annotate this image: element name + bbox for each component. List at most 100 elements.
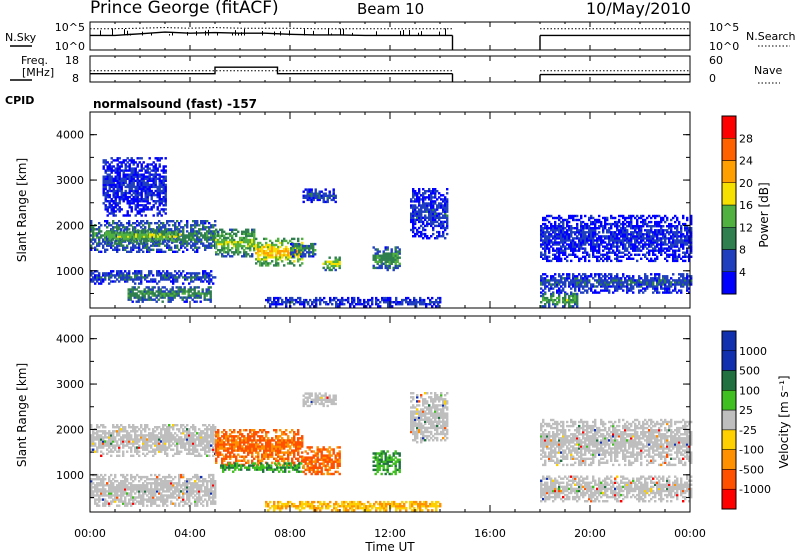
scatter-cell (598, 279, 601, 282)
beam-label: Beam 10 (357, 0, 425, 18)
scatter-cell (630, 220, 633, 224)
scatter-cell (574, 231, 577, 234)
scatter-cell (656, 249, 659, 252)
scatter-cell (574, 245, 577, 248)
scatter-cell (132, 191, 135, 195)
scatter-cell (690, 249, 693, 252)
scatter-cell (237, 244, 240, 248)
scatter-cell (302, 194, 305, 197)
scatter-cell (261, 252, 264, 255)
scatter-cell (686, 279, 689, 282)
scatter-cell (142, 177, 145, 180)
scatter-cell (650, 273, 653, 276)
scatter-cell (140, 214, 143, 217)
scatter-cell (306, 198, 309, 202)
scatter-cell (215, 234, 218, 238)
scatter-cell (255, 262, 258, 265)
scatter-cell (132, 248, 135, 251)
scatter-cell (128, 274, 131, 277)
scatter-cell (312, 192, 315, 195)
scatter-cell (548, 287, 551, 290)
scatter-cell (145, 239, 148, 242)
scatter-cell (351, 296, 354, 300)
scatter-cell (148, 173, 151, 176)
scatter-cell (600, 241, 603, 244)
scatter-cell (106, 244, 109, 247)
scatter-cell (600, 222, 603, 226)
scatter-cell (674, 220, 677, 224)
scatter-cell (672, 283, 675, 286)
scatter-cell (690, 229, 693, 232)
scatter-cell (158, 270, 161, 273)
scatter-cell (190, 272, 193, 275)
scatter-cell (674, 233, 677, 236)
scatter-cell (438, 206, 441, 209)
scatter-cell (586, 277, 589, 280)
scatter-cell (297, 237, 300, 241)
scatter-cell (259, 241, 262, 245)
scatter-cell (104, 179, 107, 182)
scatter-cell (166, 274, 169, 277)
scatter-cell (420, 216, 423, 219)
scatter-cell (428, 222, 431, 226)
scatter-cell (281, 243, 284, 247)
scatter-cell (162, 278, 165, 281)
scatter-cell (582, 241, 585, 244)
scatter-cell (580, 279, 583, 282)
scatter-cell (546, 298, 549, 302)
scatter-cell (265, 243, 268, 247)
scatter-cell (125, 233, 128, 236)
scatter-cell (600, 289, 603, 292)
scatter-cell (326, 264, 329, 268)
scatter-cell (155, 231, 158, 234)
scatter-cell (187, 292, 190, 295)
scatter-cell (652, 251, 655, 254)
scatter-cell (610, 216, 613, 220)
scatter-cell (134, 179, 137, 182)
scatter-cell (576, 294, 579, 298)
scatter-cell (297, 296, 300, 300)
scatter-cell (338, 262, 341, 265)
scatter-cell (654, 225, 657, 228)
scatter-cell (576, 222, 579, 226)
scatter-cell (221, 238, 224, 242)
scatter-cell (108, 244, 111, 247)
scatter-cell (129, 231, 132, 234)
scatter-cell (304, 253, 307, 256)
scatter-cell (247, 240, 250, 244)
scatter-cell (102, 244, 105, 247)
scatter-cell (558, 227, 561, 230)
scatter-cell (422, 200, 425, 203)
scatter-cell (564, 279, 567, 282)
scatter-cell (596, 218, 599, 222)
scatter-cell (584, 281, 587, 284)
scatter-cell (540, 239, 543, 242)
scatter-cell (546, 279, 549, 282)
scatter-cell (330, 262, 333, 265)
scatter-cell (572, 298, 575, 302)
scatter-cell (293, 237, 296, 241)
scatter-cell (108, 278, 111, 281)
scatter-cell (608, 249, 611, 252)
scatter-cell (164, 212, 167, 215)
scatter-cell (185, 296, 188, 299)
scatter-cell (540, 253, 543, 256)
scatter-cell (380, 260, 383, 263)
scatter-cell (690, 235, 693, 238)
scatter-cell (379, 301, 382, 304)
scatter-cell (164, 274, 167, 277)
scatter-cell (163, 296, 166, 299)
scatter-cell (590, 231, 593, 234)
scatter-cell (159, 233, 162, 236)
scatter-cell (574, 255, 577, 258)
scatter-cell (432, 208, 435, 211)
scatter-cell (140, 169, 143, 172)
scatter-cell (646, 247, 649, 250)
scatter-cell (642, 281, 645, 284)
scatter-cell (616, 279, 619, 282)
scatter-cell (198, 230, 201, 233)
scatter-cell (316, 198, 319, 202)
scatter-cell (172, 224, 175, 227)
scatter-cell (146, 163, 149, 166)
scatter-cell (690, 231, 693, 234)
